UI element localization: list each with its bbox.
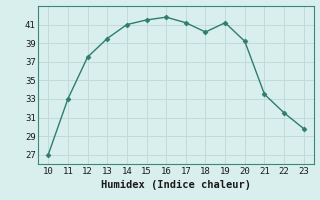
X-axis label: Humidex (Indice chaleur): Humidex (Indice chaleur) [101, 180, 251, 190]
